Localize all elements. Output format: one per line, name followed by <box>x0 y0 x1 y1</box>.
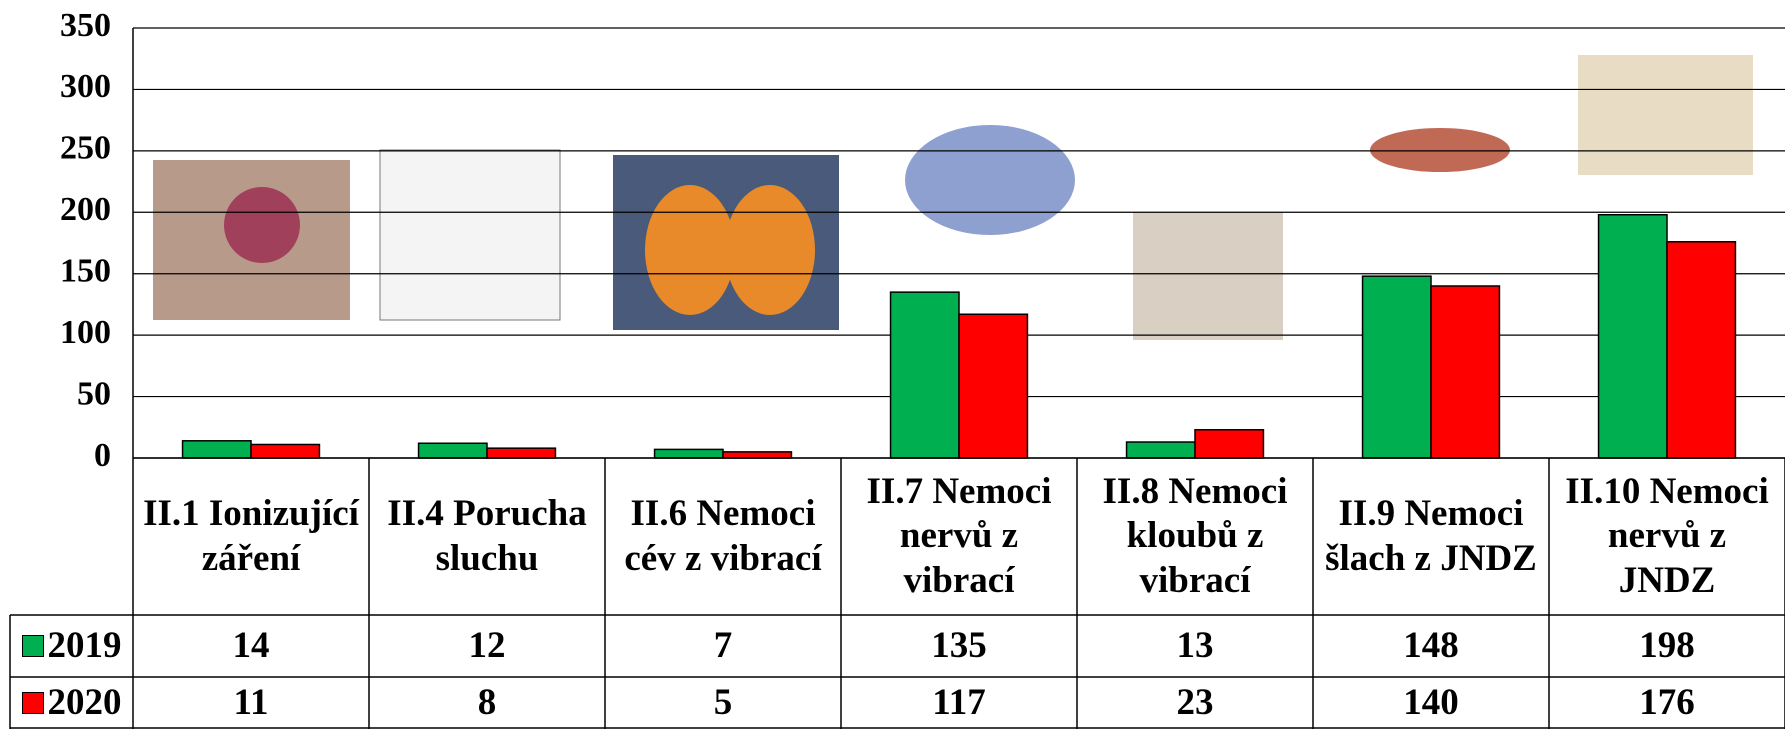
legend-entry: 2019 <box>10 615 133 677</box>
x-tick-label-text: II.6 Nemoci cév z vibrací <box>624 493 822 579</box>
table-value-text: 13 <box>1176 624 1214 666</box>
table-value: 198 <box>1549 615 1785 677</box>
table-value-text: 140 <box>1403 681 1459 723</box>
legend-key <box>21 692 44 714</box>
table-value-text: 23 <box>1176 681 1214 723</box>
table-value: 8 <box>369 677 605 729</box>
x-tick-label: II.9 Nemoci šlach z JNDZ <box>1313 458 1549 615</box>
x-tick-label-text: II.7 Nemoci nervů z vibrací <box>866 470 1052 601</box>
x-tick-label-text: II.10 Nemoci nervů z JNDZ <box>1565 470 1769 601</box>
illustration <box>1133 212 1283 340</box>
table-value: 117 <box>841 677 1077 729</box>
bar <box>958 313 1029 459</box>
y-tick-label: 300 <box>60 68 111 105</box>
table-value: 140 <box>1313 677 1549 729</box>
x-tick-label: II.8 Nemoci kloubů z vibrací <box>1077 458 1313 615</box>
table-value-text: 135 <box>931 624 987 666</box>
bar <box>1666 241 1737 459</box>
bar <box>486 447 557 459</box>
x-tick-label: II.1 Ionizující záření <box>133 458 369 615</box>
y-tick-label: 250 <box>60 130 111 167</box>
table-value-text: 198 <box>1639 624 1695 666</box>
y-tick-label: 200 <box>60 191 111 228</box>
illustration <box>379 149 561 321</box>
bar <box>1125 441 1196 459</box>
table-value-text: 148 <box>1403 624 1459 666</box>
y-tick-label: 0 <box>94 437 111 474</box>
table-value: 135 <box>841 615 1077 677</box>
x-tick-label-text: II.8 Nemoci kloubů z vibrací <box>1102 470 1288 601</box>
bar <box>1194 428 1265 459</box>
bar <box>1430 285 1501 459</box>
illustration <box>1370 128 1510 172</box>
legend-entry-text: 2019 <box>47 624 122 666</box>
table-value-text: 117 <box>932 681 986 723</box>
x-tick-label: II.4 Porucha sluchu <box>369 458 605 615</box>
x-tick-label: II.7 Nemoci nervů z vibrací <box>841 458 1077 615</box>
table-value-text: 14 <box>232 624 270 666</box>
legend-entry-text: 2020 <box>47 681 122 723</box>
table-value-text: 5 <box>713 681 733 723</box>
y-tick-label: 350 <box>60 7 111 44</box>
table-value: 5 <box>605 677 841 729</box>
table-value: 11 <box>133 677 369 729</box>
y-tick-label: 50 <box>77 375 111 412</box>
x-tick-label: II.10 Nemoci nervů z JNDZ <box>1549 458 1785 615</box>
table-value: 176 <box>1549 677 1785 729</box>
bar <box>653 448 724 459</box>
illustration <box>645 185 735 315</box>
table-value: 148 <box>1313 615 1549 677</box>
bar <box>181 440 252 459</box>
bar <box>1361 275 1432 459</box>
illustration <box>1578 55 1753 175</box>
table-value: 23 <box>1077 677 1313 729</box>
legend-entry: 2020 <box>10 677 133 729</box>
bar <box>1597 213 1668 459</box>
table-value-text: 176 <box>1639 681 1695 723</box>
illustration <box>725 185 815 315</box>
table-value-text: 7 <box>713 624 733 666</box>
legend-key <box>21 635 44 657</box>
table-value-text: 11 <box>233 681 269 723</box>
bar <box>889 291 960 459</box>
y-tick-label: 100 <box>60 314 111 351</box>
x-tick-label: II.6 Nemoci cév z vibrací <box>605 458 841 615</box>
illustration <box>905 125 1075 235</box>
x-tick-label-text: II.4 Porucha sluchu <box>387 493 587 579</box>
table-value: 7 <box>605 615 841 677</box>
table-value: 13 <box>1077 615 1313 677</box>
table-value-text: 8 <box>477 681 497 723</box>
y-tick-label: 150 <box>60 253 111 290</box>
illustration <box>224 187 300 263</box>
table-value: 12 <box>369 615 605 677</box>
x-tick-label-text: II.9 Nemoci šlach z JNDZ <box>1325 493 1537 579</box>
bar <box>417 442 488 459</box>
table-value: 14 <box>133 615 369 677</box>
bar <box>250 443 321 459</box>
x-tick-label-text: II.1 Ionizující záření <box>143 493 359 579</box>
table-value-text: 12 <box>468 624 506 666</box>
